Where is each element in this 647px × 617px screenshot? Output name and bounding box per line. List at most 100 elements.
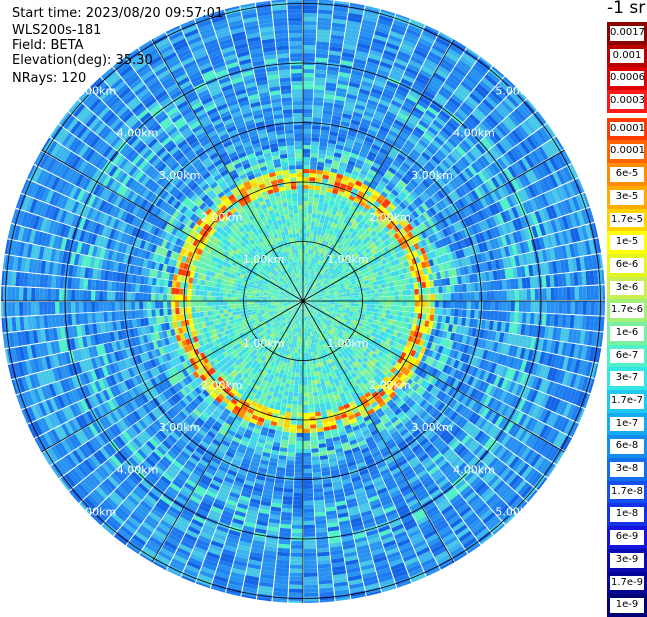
- range-gate-cell: [288, 368, 292, 373]
- range-gate-cell: [310, 432, 317, 437]
- range-gate-cell: [286, 363, 290, 368]
- range-gate-cell: [315, 371, 319, 376]
- range-gate-cell: [115, 311, 120, 320]
- range-gate-cell: [288, 440, 295, 445]
- range-gate-cell: [439, 301, 443, 308]
- range-gate-cell: [293, 505, 303, 509]
- range-gate-cell: [381, 314, 386, 319]
- range-gate-cell: [163, 287, 168, 294]
- range-gate-cell: [288, 448, 296, 453]
- range-gate-cell: [287, 456, 295, 461]
- range-gate-cell: [471, 301, 475, 309]
- range-gate-cell: [291, 372, 295, 376]
- range-gate-cell: [207, 296, 211, 301]
- range-gate-cell: [191, 290, 195, 296]
- range-gate-cell: [235, 305, 239, 309]
- range-gate-cell: [259, 297, 263, 299]
- range-gate-cell: [563, 301, 567, 314]
- range-gate-cell: [283, 424, 290, 429]
- range-gate-cell: [514, 312, 519, 323]
- range-gate-cell: [239, 304, 243, 307]
- range-gate-cell: [531, 301, 535, 312]
- range-gate-cell: [304, 445, 311, 449]
- range-gate-cell: [316, 423, 323, 428]
- range-gate-cell: [373, 312, 378, 316]
- range-gate-cell: [231, 290, 235, 294]
- range-gate-cell: [271, 298, 275, 300]
- range-gate-cell: [196, 312, 201, 318]
- range-gate-cell: [303, 365, 306, 369]
- range-gate-cell: [127, 283, 132, 292]
- range-gate-cell: [175, 308, 179, 314]
- range-gate-cell: [299, 373, 303, 377]
- range-gate-cell: [297, 361, 300, 365]
- range-gate-cell: [466, 310, 471, 318]
- range-gate-cell: [369, 315, 374, 319]
- range-gate-cell: [236, 311, 241, 315]
- range-gate-cell: [314, 496, 324, 501]
- range-gate-cell: [304, 473, 313, 477]
- range-gate-cell: [15, 302, 19, 316]
- range-gate-cell: [99, 312, 104, 322]
- range-gate-cell: [263, 301, 267, 303]
- range-gate-cell: [310, 424, 316, 428]
- range-gate-cell: [107, 291, 111, 301]
- range-gate-cell: [498, 311, 503, 321]
- range-gate-cell: [239, 301, 243, 304]
- range-gate-cell: [284, 387, 289, 392]
- range-gate-cell: [490, 311, 495, 321]
- range-gate-cell: [187, 301, 191, 307]
- range-gate-cell: [127, 302, 131, 311]
- range-gate-cell: [296, 437, 303, 441]
- range-gate-cell: [308, 348, 311, 352]
- range-gate-cell: [395, 306, 399, 311]
- range-gate-cell: [283, 496, 293, 501]
- range-gate-cell: [219, 305, 223, 309]
- range-gate-cell: [159, 302, 163, 309]
- range-gate-cell: [304, 541, 316, 545]
- range-gate-cell: [303, 373, 307, 377]
- range-gate-cell: [385, 314, 390, 319]
- range-gate-cell: [228, 285, 233, 289]
- range-gate-cell: [99, 280, 104, 290]
- range-gate-cell: [370, 308, 374, 312]
- range-gate-cell: [11, 302, 15, 316]
- range-gate-cell: [290, 573, 303, 577]
- range-gate-cell: [235, 294, 239, 298]
- range-gate-cell: [15, 287, 19, 301]
- range-gate-cell: [391, 306, 395, 311]
- range-gate-cell: [296, 369, 300, 373]
- range-gate-cell: [386, 310, 391, 315]
- range-gate-cell: [298, 349, 301, 353]
- range-gate-cell: [495, 301, 499, 311]
- range-gate-cell: [115, 282, 120, 291]
- range-gate-cell: [311, 444, 318, 449]
- range-gate-cell: [67, 290, 71, 301]
- range-gate-cell: [292, 525, 303, 529]
- range-gate-cell: [309, 352, 312, 356]
- range-gate-cell: [287, 371, 291, 376]
- range-gate-cell: [312, 452, 320, 457]
- range-gate-cell: [55, 302, 59, 314]
- range-gate-cell: [304, 513, 315, 517]
- range-gate-cell: [159, 294, 163, 301]
- range-gate-cell: [135, 284, 140, 292]
- range-gate-cell: [293, 360, 297, 364]
- range-gate-cell: [143, 293, 147, 301]
- range-gate-cell: [295, 465, 303, 469]
- range-gate-cell: [180, 282, 185, 288]
- range-gate-cell: [159, 309, 164, 316]
- range-gate-cell: [317, 427, 324, 432]
- range-gate-cell: [247, 295, 251, 298]
- range-gate-cell: [203, 296, 207, 301]
- range-gate-cell: [300, 329, 302, 333]
- range-gate-cell: [304, 545, 316, 549]
- range-gate-cell: [95, 280, 100, 290]
- range-gate-cell: [297, 429, 303, 433]
- range-gate-cell: [172, 315, 177, 322]
- range-gate-cell: [235, 308, 239, 312]
- range-gate-cell: [204, 286, 209, 291]
- range-gate-cell: [458, 309, 463, 317]
- range-gate-cell: [216, 310, 221, 315]
